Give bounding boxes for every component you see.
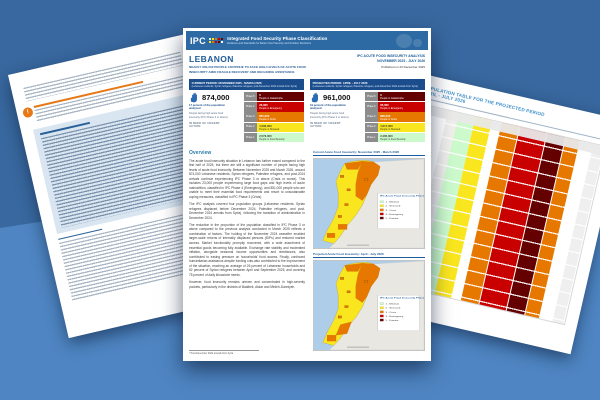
analysis-title: IPC ACUTE FOOD INSECURITY ANALYSIS bbox=[357, 54, 425, 58]
phase-label: Phase 4 bbox=[244, 102, 257, 112]
phase-row: Phase 2 1,617,000 People in Stressed bbox=[365, 122, 425, 133]
phase3-cell: 851,000 People in Crisis bbox=[257, 112, 304, 122]
header-text: Integrated Food Security Phase Classific… bbox=[227, 36, 327, 45]
current-number: 874,000 bbox=[202, 92, 230, 102]
footnote: * Post-December 2024 arrivals from Syria bbox=[189, 350, 259, 355]
svg-text:4 - Emergency: 4 - Emergency bbox=[386, 213, 405, 215]
masthead: LEBANON NEARLY 900,000 PEOPLE CONTINUE T… bbox=[189, 54, 425, 74]
map-legend: IPC Acute Food Insecurity Phase Classifi… bbox=[377, 192, 424, 229]
analysis-period: NOVEMBER 2025 - JULY 2026 bbox=[377, 58, 425, 63]
alert-icon: ! bbox=[21, 106, 34, 119]
projected-phase-table: Phase 5 0 People in Catastrophe Phase 4 6… bbox=[365, 91, 425, 143]
svg-text:4 - Emergency: 4 - Emergency bbox=[386, 315, 405, 317]
phase2-cell: 1,617,000 People in Stressed bbox=[378, 122, 425, 133]
overview-section: Overview The acute food insecurity situa… bbox=[189, 150, 305, 355]
phase1-cell: 2,465,000 People in Food Security bbox=[378, 133, 425, 143]
current-column: CURRENT PERIOD: NOVEMBER 2025 - MARCH 20… bbox=[189, 79, 304, 143]
projected-column: PROJECTED PERIOD: APRIL - JULY 2026 (Leb… bbox=[310, 79, 425, 143]
projected-period-bar: PROJECTED PERIOD: APRIL - JULY 2026 (Leb… bbox=[310, 79, 425, 90]
phase5-cell: 0 People in Catastrophe bbox=[378, 91, 425, 102]
projected-map: IPC Acute Food Insecurity Phase Classifi… bbox=[313, 259, 425, 351]
urgent-hand-icon bbox=[190, 92, 197, 103]
svg-text:1 - Minimal: 1 - Minimal bbox=[386, 202, 400, 204]
phase-label: Phase 5 bbox=[244, 91, 257, 102]
phase-row: Phase 3 896,000 People in Crisis bbox=[365, 112, 425, 122]
current-stats: 874,000 17 percent of the population ana… bbox=[189, 91, 304, 143]
phase4-cell: 23,000 People in Emergency bbox=[257, 102, 304, 112]
header-tagline: Evidence and Standards for Better Food S… bbox=[227, 41, 311, 45]
projected-period-title: PROJECTED PERIOD: APRIL - JULY 2026 bbox=[312, 80, 368, 85]
overview-paragraph: The acute food insecurity situation in L… bbox=[189, 158, 305, 199]
phase-label: Phase 1 bbox=[365, 133, 378, 143]
phase-row: Phase 2 1,596,000 People in Stressed bbox=[244, 122, 304, 133]
current-period-title: CURRENT PERIOD: NOVEMBER 2025 - MARCH 20… bbox=[191, 80, 262, 85]
text-lines bbox=[40, 104, 207, 228]
phase1-cell: 2,573,000 People in Food Security bbox=[257, 133, 304, 143]
ipc-header-band: IPC Integrated Food Security Phase Class… bbox=[186, 31, 428, 50]
phase-label: Phase 3 bbox=[365, 112, 378, 122]
phase-label: Phase 2 bbox=[365, 122, 378, 133]
phase-row: Phase 5 0 People in Catastrophe bbox=[365, 91, 425, 102]
lebanon-map-projected: IPC Acute Food Insecurity Phase Classifi… bbox=[314, 260, 424, 350]
svg-text:5 - Famine: 5 - Famine bbox=[386, 218, 400, 220]
ipc-logo: IPC bbox=[190, 35, 206, 46]
projected-action: IN NEED OF URGENT ACTION bbox=[310, 121, 341, 128]
phase-label: Phase 4 bbox=[365, 102, 378, 112]
projected-stats: 961,000 19 percent of the population ana… bbox=[310, 91, 425, 143]
country-title: LEBANON bbox=[189, 54, 234, 64]
projected-period-groups: (Lebanese residents, Syrian refugees, Pa… bbox=[312, 85, 418, 89]
phase-row: Phase 4 23,000 People in Emergency bbox=[244, 102, 304, 112]
current-period-groups: (Lebanese residents, Syrian refugees, Pa… bbox=[191, 85, 297, 89]
phase-row: Phase 5 0 People in Catastrophe bbox=[244, 91, 304, 102]
phase3-cell: 896,000 People in Crisis bbox=[378, 112, 425, 122]
phase-row: Phase 1 2,465,000 People in Food Security bbox=[365, 133, 425, 143]
phase5-cell: 0 People in Catastrophe bbox=[257, 91, 304, 102]
svg-text:1 - Minimal: 1 - Minimal bbox=[386, 303, 400, 305]
svg-text:3 - Crisis: 3 - Crisis bbox=[386, 209, 398, 211]
current-map-caption: Current Acute Food Insecurity: November … bbox=[313, 150, 425, 156]
headline: NEARLY 900,000 PEOPLE CONTINUE TO FACE H… bbox=[189, 65, 306, 74]
overview-heading: Overview bbox=[189, 150, 212, 156]
svg-text:2 - Stressed: 2 - Stressed bbox=[386, 307, 402, 309]
lebanon-map-current: IPC Acute Food Insecurity Phase Classifi… bbox=[314, 158, 424, 248]
projected-number: 961,000 bbox=[323, 92, 351, 102]
projected-description: People facing high acute food insecurity… bbox=[310, 112, 349, 119]
ipc-logo-squares-icon bbox=[208, 37, 224, 44]
phase-label: Phase 3 bbox=[244, 112, 257, 122]
phase-label: Phase 5 bbox=[365, 91, 378, 102]
header-title: Integrated Food Security Phase Classific… bbox=[227, 36, 328, 42]
overview-paragraph: However, food insecurity remains uneven … bbox=[189, 279, 305, 289]
maps-section: Current Acute Food Insecurity: November … bbox=[313, 150, 425, 355]
current-map: IPC Acute Food Insecurity Phase Classifi… bbox=[313, 157, 425, 249]
urgent-hand-icon bbox=[311, 92, 318, 103]
svg-text:IPC Acute Food Insecurity Phas: IPC Acute Food Insecurity Phase Classifi… bbox=[380, 296, 424, 298]
phase-row: Phase 4 65,000 People in Emergency bbox=[365, 102, 425, 112]
phase-row: Phase 1 2,573,000 People in Food Security bbox=[244, 133, 304, 143]
report-page-center: IPC Integrated Food Security Phase Class… bbox=[183, 28, 431, 361]
current-description: People facing high acute food insecurity… bbox=[189, 112, 228, 119]
current-action: IN NEED OF URGENT ACTION bbox=[189, 121, 220, 128]
phase-label: Phase 2 bbox=[244, 122, 257, 133]
svg-text:5 - Famine: 5 - Famine bbox=[386, 320, 400, 322]
overview-paragraph: The IPC analysis covered four population… bbox=[189, 202, 305, 220]
map-legend: IPC Acute Food Insecurity Phase Classifi… bbox=[377, 294, 424, 331]
phase-label: Phase 1 bbox=[244, 133, 257, 143]
phase2-cell: 1,596,000 People in Stressed bbox=[257, 122, 304, 133]
current-percent: 17 percent of the population analysed bbox=[189, 103, 225, 110]
overview-paragraph: The reduction in the proportion of the p… bbox=[189, 222, 305, 277]
svg-text:IPC Acute Food Insecurity Phas: IPC Acute Food Insecurity Phase Classifi… bbox=[380, 195, 424, 197]
projected-percent: 19 percent of the population analysed bbox=[310, 103, 346, 110]
published-date: Published on 23 December 2025 bbox=[381, 64, 425, 69]
svg-text:3 - Crisis: 3 - Crisis bbox=[386, 311, 398, 313]
current-period-bar: CURRENT PERIOD: NOVEMBER 2025 - MARCH 20… bbox=[189, 79, 304, 90]
projected-map-caption: Projected Acute Food Insecurity: April -… bbox=[313, 252, 425, 258]
stat-columns: CURRENT PERIOD: NOVEMBER 2025 - MARCH 20… bbox=[189, 79, 425, 143]
phase4-cell: 65,000 People in Emergency bbox=[378, 102, 425, 112]
svg-text:2 - Stressed: 2 - Stressed bbox=[386, 205, 402, 207]
phase-row: Phase 3 851,000 People in Crisis bbox=[244, 112, 304, 122]
current-phase-table: Phase 5 0 People in Catastrophe Phase 4 2… bbox=[244, 91, 304, 143]
